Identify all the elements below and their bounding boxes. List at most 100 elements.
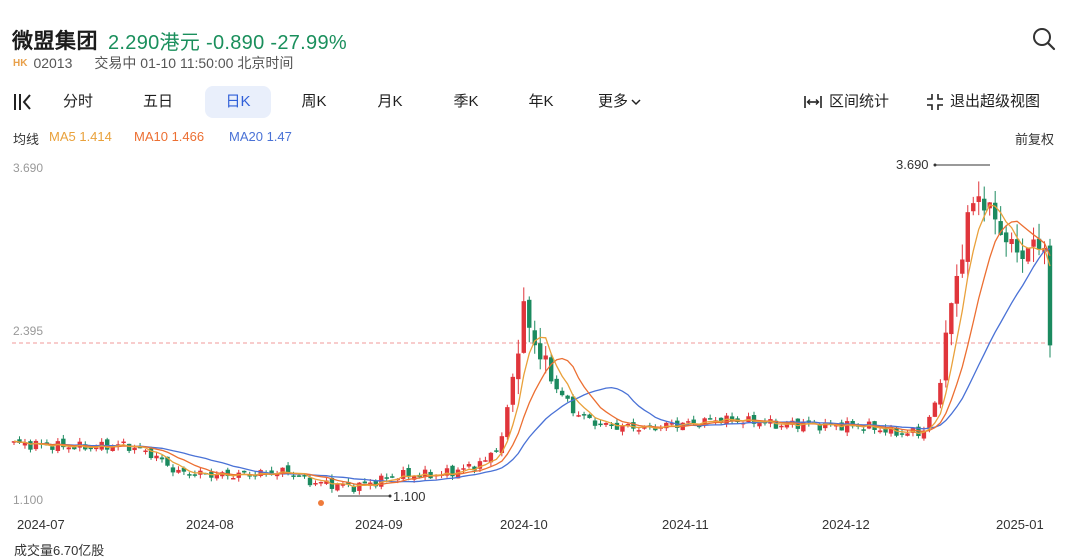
candle-body bbox=[143, 450, 148, 453]
candle-body bbox=[450, 465, 455, 477]
candle-body bbox=[296, 475, 302, 477]
candle-body bbox=[1047, 245, 1053, 346]
chevron-down-icon bbox=[631, 99, 641, 106]
candle-body bbox=[570, 396, 576, 414]
candle-body bbox=[132, 447, 137, 451]
candle-body bbox=[954, 275, 960, 304]
candle-body bbox=[669, 423, 674, 425]
candle-body bbox=[543, 355, 548, 360]
x-tick-2024-11: 2024-11 bbox=[662, 517, 709, 532]
candle-body bbox=[346, 481, 351, 485]
candle-body bbox=[165, 456, 170, 466]
search-icon[interactable] bbox=[1031, 26, 1057, 52]
tab-monthly-k[interactable]: 月K bbox=[377, 93, 403, 110]
candle-body bbox=[72, 446, 77, 450]
candle-body bbox=[636, 430, 642, 432]
candle-body bbox=[488, 452, 494, 463]
ma-legend: 均线 MA5 1.414 MA10 1.466 MA20 1.47 前复权 bbox=[0, 127, 1080, 147]
candle-body bbox=[938, 382, 943, 405]
candle-body bbox=[757, 423, 762, 427]
candle-body bbox=[548, 357, 554, 382]
stock-code: 02013 bbox=[33, 55, 73, 71]
candle-body bbox=[834, 424, 839, 427]
candle-body bbox=[960, 259, 965, 274]
candle-body bbox=[466, 464, 472, 467]
candle-body bbox=[17, 439, 22, 443]
stock-subtitle: HK 02013 交易中 01-10 11:50:00 北京时间 bbox=[13, 53, 293, 73]
candle-body bbox=[932, 402, 938, 417]
candle-body bbox=[280, 467, 285, 475]
candle-body bbox=[28, 441, 33, 450]
candle-body bbox=[982, 198, 987, 211]
candle-body bbox=[50, 446, 55, 450]
candle-body bbox=[302, 475, 307, 477]
candle-body bbox=[477, 461, 483, 469]
volume-label: 成交量6.70亿股 bbox=[14, 543, 105, 558]
candle-body bbox=[1009, 238, 1014, 244]
candle-body bbox=[510, 376, 516, 405]
range-stats-button[interactable]: 区间统计 bbox=[803, 86, 889, 118]
tab-weekly-k[interactable]: 周K bbox=[301, 93, 327, 110]
ma5-value: MA5 1.414 bbox=[49, 129, 112, 144]
x-tick-2024-09: 2024-09 bbox=[355, 517, 403, 532]
tab-more[interactable]: 更多 bbox=[598, 86, 654, 118]
candle-body bbox=[921, 430, 927, 439]
candle-body bbox=[170, 467, 176, 473]
candle-body bbox=[505, 407, 510, 438]
candle-body bbox=[472, 466, 477, 471]
x-tick-2025-01: 2025-01 bbox=[996, 517, 1044, 532]
candle-body bbox=[817, 424, 822, 431]
candle-body bbox=[461, 468, 466, 470]
candle-body bbox=[362, 481, 368, 484]
candle-body bbox=[965, 212, 970, 262]
candle-body bbox=[483, 460, 488, 462]
candle-body bbox=[532, 330, 537, 346]
candle-body bbox=[88, 447, 93, 450]
candle-body bbox=[784, 424, 790, 428]
candle-body bbox=[22, 442, 28, 446]
candle-body bbox=[104, 439, 110, 450]
low-annotation-label: 1.100 bbox=[393, 489, 426, 504]
collapse-panel-icon[interactable] bbox=[12, 92, 34, 112]
candle-body bbox=[664, 422, 669, 429]
tab-timeshare[interactable]: 分时 bbox=[62, 93, 93, 110]
candle-body bbox=[1036, 238, 1042, 250]
candle-body bbox=[592, 420, 598, 426]
adjust-mode[interactable]: 前复权 bbox=[1014, 132, 1054, 147]
candle-body bbox=[313, 483, 318, 485]
candle-body bbox=[603, 423, 609, 425]
candle-body bbox=[324, 480, 329, 484]
candle-body bbox=[949, 303, 954, 335]
y-axis-label-mid: 2.395 bbox=[13, 324, 44, 338]
candle-body bbox=[121, 441, 126, 444]
candle-body bbox=[406, 467, 411, 478]
ma10-line bbox=[13, 220, 1051, 486]
candle-body bbox=[587, 414, 592, 419]
candle-body bbox=[192, 474, 198, 476]
candle-body bbox=[888, 426, 894, 434]
tab-yearly-k[interactable]: 年K bbox=[528, 93, 554, 110]
ma10-value: MA10 1.466 bbox=[134, 129, 205, 144]
candle-body bbox=[883, 428, 888, 433]
exit-super-view-button[interactable]: 退出超级视图 bbox=[926, 86, 1040, 118]
candle-body bbox=[285, 465, 291, 474]
tab-daily-k[interactable]: 日K bbox=[205, 86, 271, 118]
candle-body bbox=[598, 423, 603, 426]
tab-quarterly-k[interactable]: 季K bbox=[453, 93, 479, 110]
candle-body bbox=[538, 343, 543, 360]
tab-five-day[interactable]: 五日 bbox=[142, 93, 173, 110]
event-marker-dot[interactable] bbox=[318, 500, 324, 506]
candle-body bbox=[94, 447, 99, 450]
candle-body bbox=[187, 474, 192, 476]
candle-body bbox=[576, 415, 581, 417]
candle-body bbox=[357, 482, 362, 491]
candle-body bbox=[61, 438, 66, 448]
candle-body bbox=[11, 441, 17, 443]
candle-body bbox=[976, 196, 981, 202]
candle-body bbox=[110, 446, 115, 451]
candle-body bbox=[225, 469, 230, 477]
exit-fullscreen-icon bbox=[927, 94, 943, 110]
candle-body bbox=[1003, 232, 1009, 243]
candle-body bbox=[559, 390, 565, 396]
